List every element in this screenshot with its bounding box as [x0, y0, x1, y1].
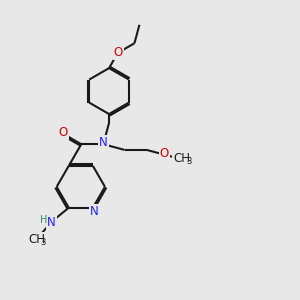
Text: N: N	[47, 216, 56, 229]
Text: H: H	[40, 215, 47, 225]
Text: O: O	[114, 46, 123, 59]
Text: N: N	[90, 205, 99, 218]
Text: O: O	[160, 147, 169, 160]
Text: O: O	[59, 126, 68, 139]
Text: N: N	[99, 136, 108, 149]
Text: CH: CH	[173, 152, 190, 165]
Text: CH: CH	[28, 232, 45, 246]
Text: 3: 3	[186, 157, 192, 166]
Text: 3: 3	[41, 238, 46, 247]
